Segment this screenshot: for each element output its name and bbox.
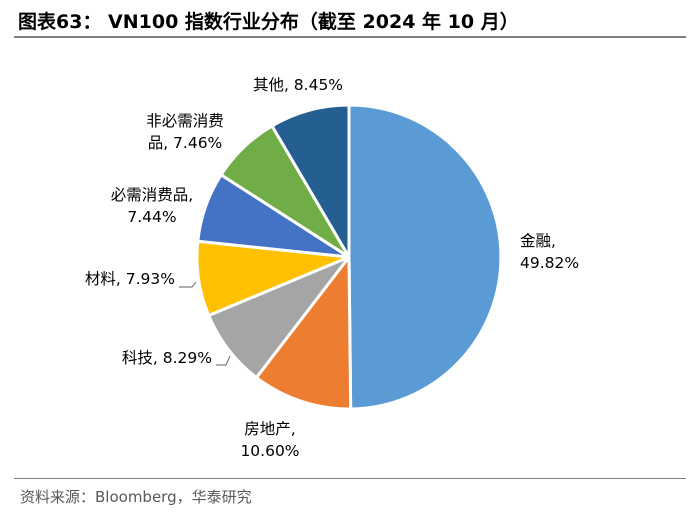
pie-slice-1 (347, 103, 503, 411)
pie-labels: 金融, 49.82% 房地产, 10.60% 科技, 8.29% 材料, 7.93% 必需消… (85, 76, 579, 460)
source-note: 资料来源：Bloomberg，华泰研究 (20, 488, 252, 506)
slice-label-7: 其他, 8.45% (253, 76, 343, 94)
slice-label-5: 必需消费品, 7.44% (111, 186, 193, 226)
slice-label-1: 金融, 49.82% (520, 232, 579, 272)
label-leaders (179, 281, 231, 366)
pie-slice-7 (270, 103, 351, 259)
leader-line-3 (216, 355, 231, 366)
slice-label-4: 材料, 7.93% (85, 270, 175, 288)
slice-label-3: 科技, 8.29% (122, 349, 212, 367)
pie-slice-2 (254, 255, 353, 411)
slice-label-2: 房地产, 10.60% (240, 420, 299, 460)
leader-line-4 (179, 281, 197, 288)
slice-label-6: 非必需消费品, 7.46% (146, 112, 224, 152)
chart-title: 图表63： VN100 指数行业分布（截至 2024 年 10 月） (18, 11, 519, 33)
footer-rule (14, 478, 686, 479)
pie-slices (195, 103, 503, 411)
title-rule (14, 36, 686, 38)
